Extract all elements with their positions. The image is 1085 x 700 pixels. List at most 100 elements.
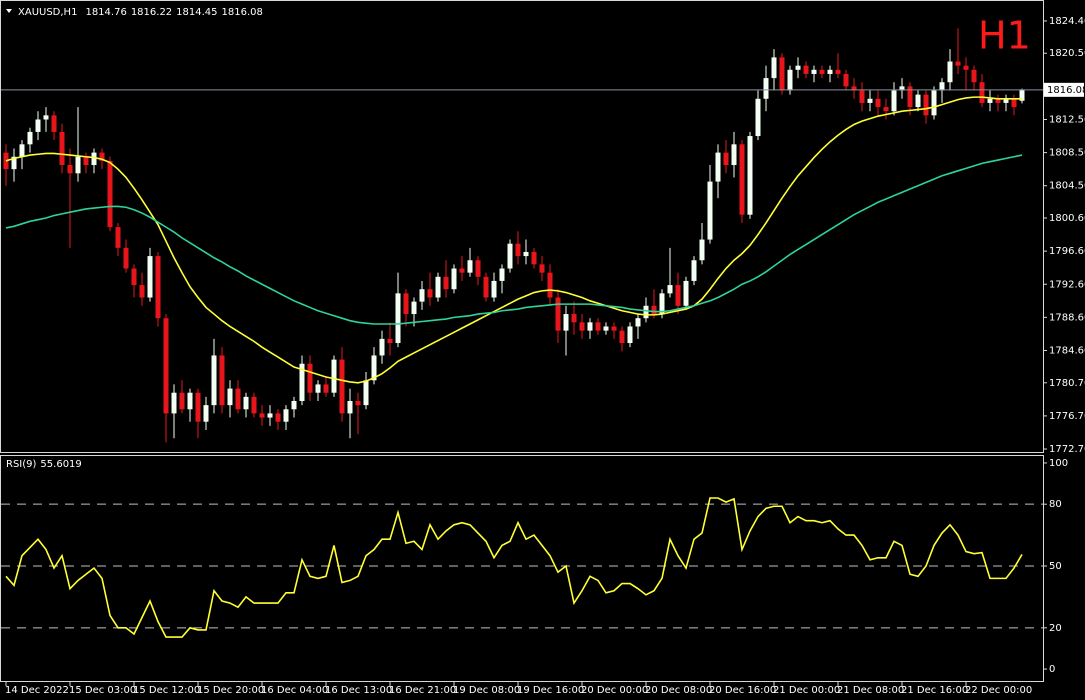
candle-body [35,119,41,132]
rsi-panel-border [0,455,1044,682]
candle-body [947,61,953,83]
candle-body [555,297,561,331]
candle-body [1019,89,1025,101]
candle-body [547,272,553,298]
candle-body [667,285,673,294]
candle-body [1003,98,1009,103]
candle-body [715,152,721,182]
candle-body [171,392,177,414]
y-tick-label: 1784.60 [1049,345,1085,356]
candle-body [179,392,185,410]
candle-body [995,98,1001,103]
candle-body [779,57,785,91]
candle-body [491,280,497,298]
candle-body [539,264,545,273]
candle-body [427,289,433,298]
rsi-value: 55.6019 [40,459,81,470]
candle-body [643,305,649,319]
x-tick-label: 15 Dec 12:00 [133,685,200,696]
candle-body [955,61,961,66]
x-tick-label: 19 Dec 08:00 [453,685,520,696]
candle-body [227,388,233,406]
candle-body [587,322,593,331]
candle-body [251,396,257,414]
candle-body [731,144,737,166]
candle-body [803,65,809,74]
y-tick-label: 20 [1049,623,1062,634]
candle-body [939,82,945,91]
candle-body [307,363,313,393]
candle-body [267,413,273,418]
y-tick-label: 1780.70 [1049,378,1085,389]
candle-body [891,90,897,112]
x-tick-label: 16 Dec 04:00 [261,685,328,696]
x-tick-label: 16 Dec 13:00 [325,685,392,696]
candle-body [243,396,249,410]
candle-body [371,355,377,381]
x-tick-label: 21 Dec 00:00 [773,685,840,696]
candle-body [347,400,353,414]
menu-triangle[interactable] [6,9,12,13]
candle-body [19,144,25,157]
candle-body [27,131,33,145]
candle-body [51,115,57,132]
candle-body [819,69,825,74]
candle-body [11,156,17,170]
candle-body [131,268,137,286]
candle-body [339,359,345,414]
x-tick-label: 21 Dec 08:00 [837,685,904,696]
candle-body [483,276,489,298]
candle-body [859,90,865,103]
x-tick-label: 20 Dec 08:00 [645,685,712,696]
candle-body [1011,98,1017,108]
y-tick-label: 1788.60 [1049,312,1085,323]
candle-body [443,276,449,290]
candle-body [387,338,393,344]
rsi-header: RSI(9) 55.6019 [6,459,82,470]
candle-body [811,69,817,74]
candle-body [275,413,281,422]
candle-body [475,260,481,277]
y-tick-label: 1824.40 [1049,16,1085,27]
candle-body [771,57,777,79]
current-price-box [1044,82,1084,97]
y-tick-label: 1812.50 [1049,114,1085,125]
x-tick-label: 14 Dec 2022 [5,685,69,696]
candle-body [43,115,49,120]
candle-body [675,285,681,306]
candle-body [299,363,305,401]
x-tick-label: 19 Dec 16:00 [517,685,584,696]
y-tick-label: 1792.60 [1049,279,1085,290]
candle-body [907,86,913,108]
high-value: 1816.22 [131,7,172,18]
candle-body [59,131,65,166]
candle-body [651,305,657,315]
candle-body [747,136,753,215]
candle-body [315,384,321,393]
candle-body [67,165,73,174]
rsi-title: RSI(9) [6,459,37,470]
candle-body [723,152,729,166]
x-tick-label: 15 Dec 20:00 [197,685,264,696]
candle-body [827,69,833,74]
candle-body [107,160,113,228]
low-value: 1814.45 [176,7,217,18]
candle-body [523,251,529,257]
y-tick-label: 0 [1049,664,1055,675]
candle-body [139,285,145,298]
candle-body [835,69,841,74]
open-value: 1814.76 [85,7,126,18]
candle-body [219,355,225,406]
candle-body [931,90,937,116]
x-tick-label: 20 Dec 00:00 [581,685,648,696]
x-tick-label: 15 Dec 03:00 [69,685,136,696]
y-tick-label: 1772.70 [1049,444,1085,455]
current-price-label: 1816.08 [1047,85,1085,96]
candle-body [603,326,609,331]
candle-body [915,94,921,108]
candle-body [507,243,513,269]
candle-body [963,65,969,70]
candle-body [499,268,505,281]
candle-body [699,239,705,261]
